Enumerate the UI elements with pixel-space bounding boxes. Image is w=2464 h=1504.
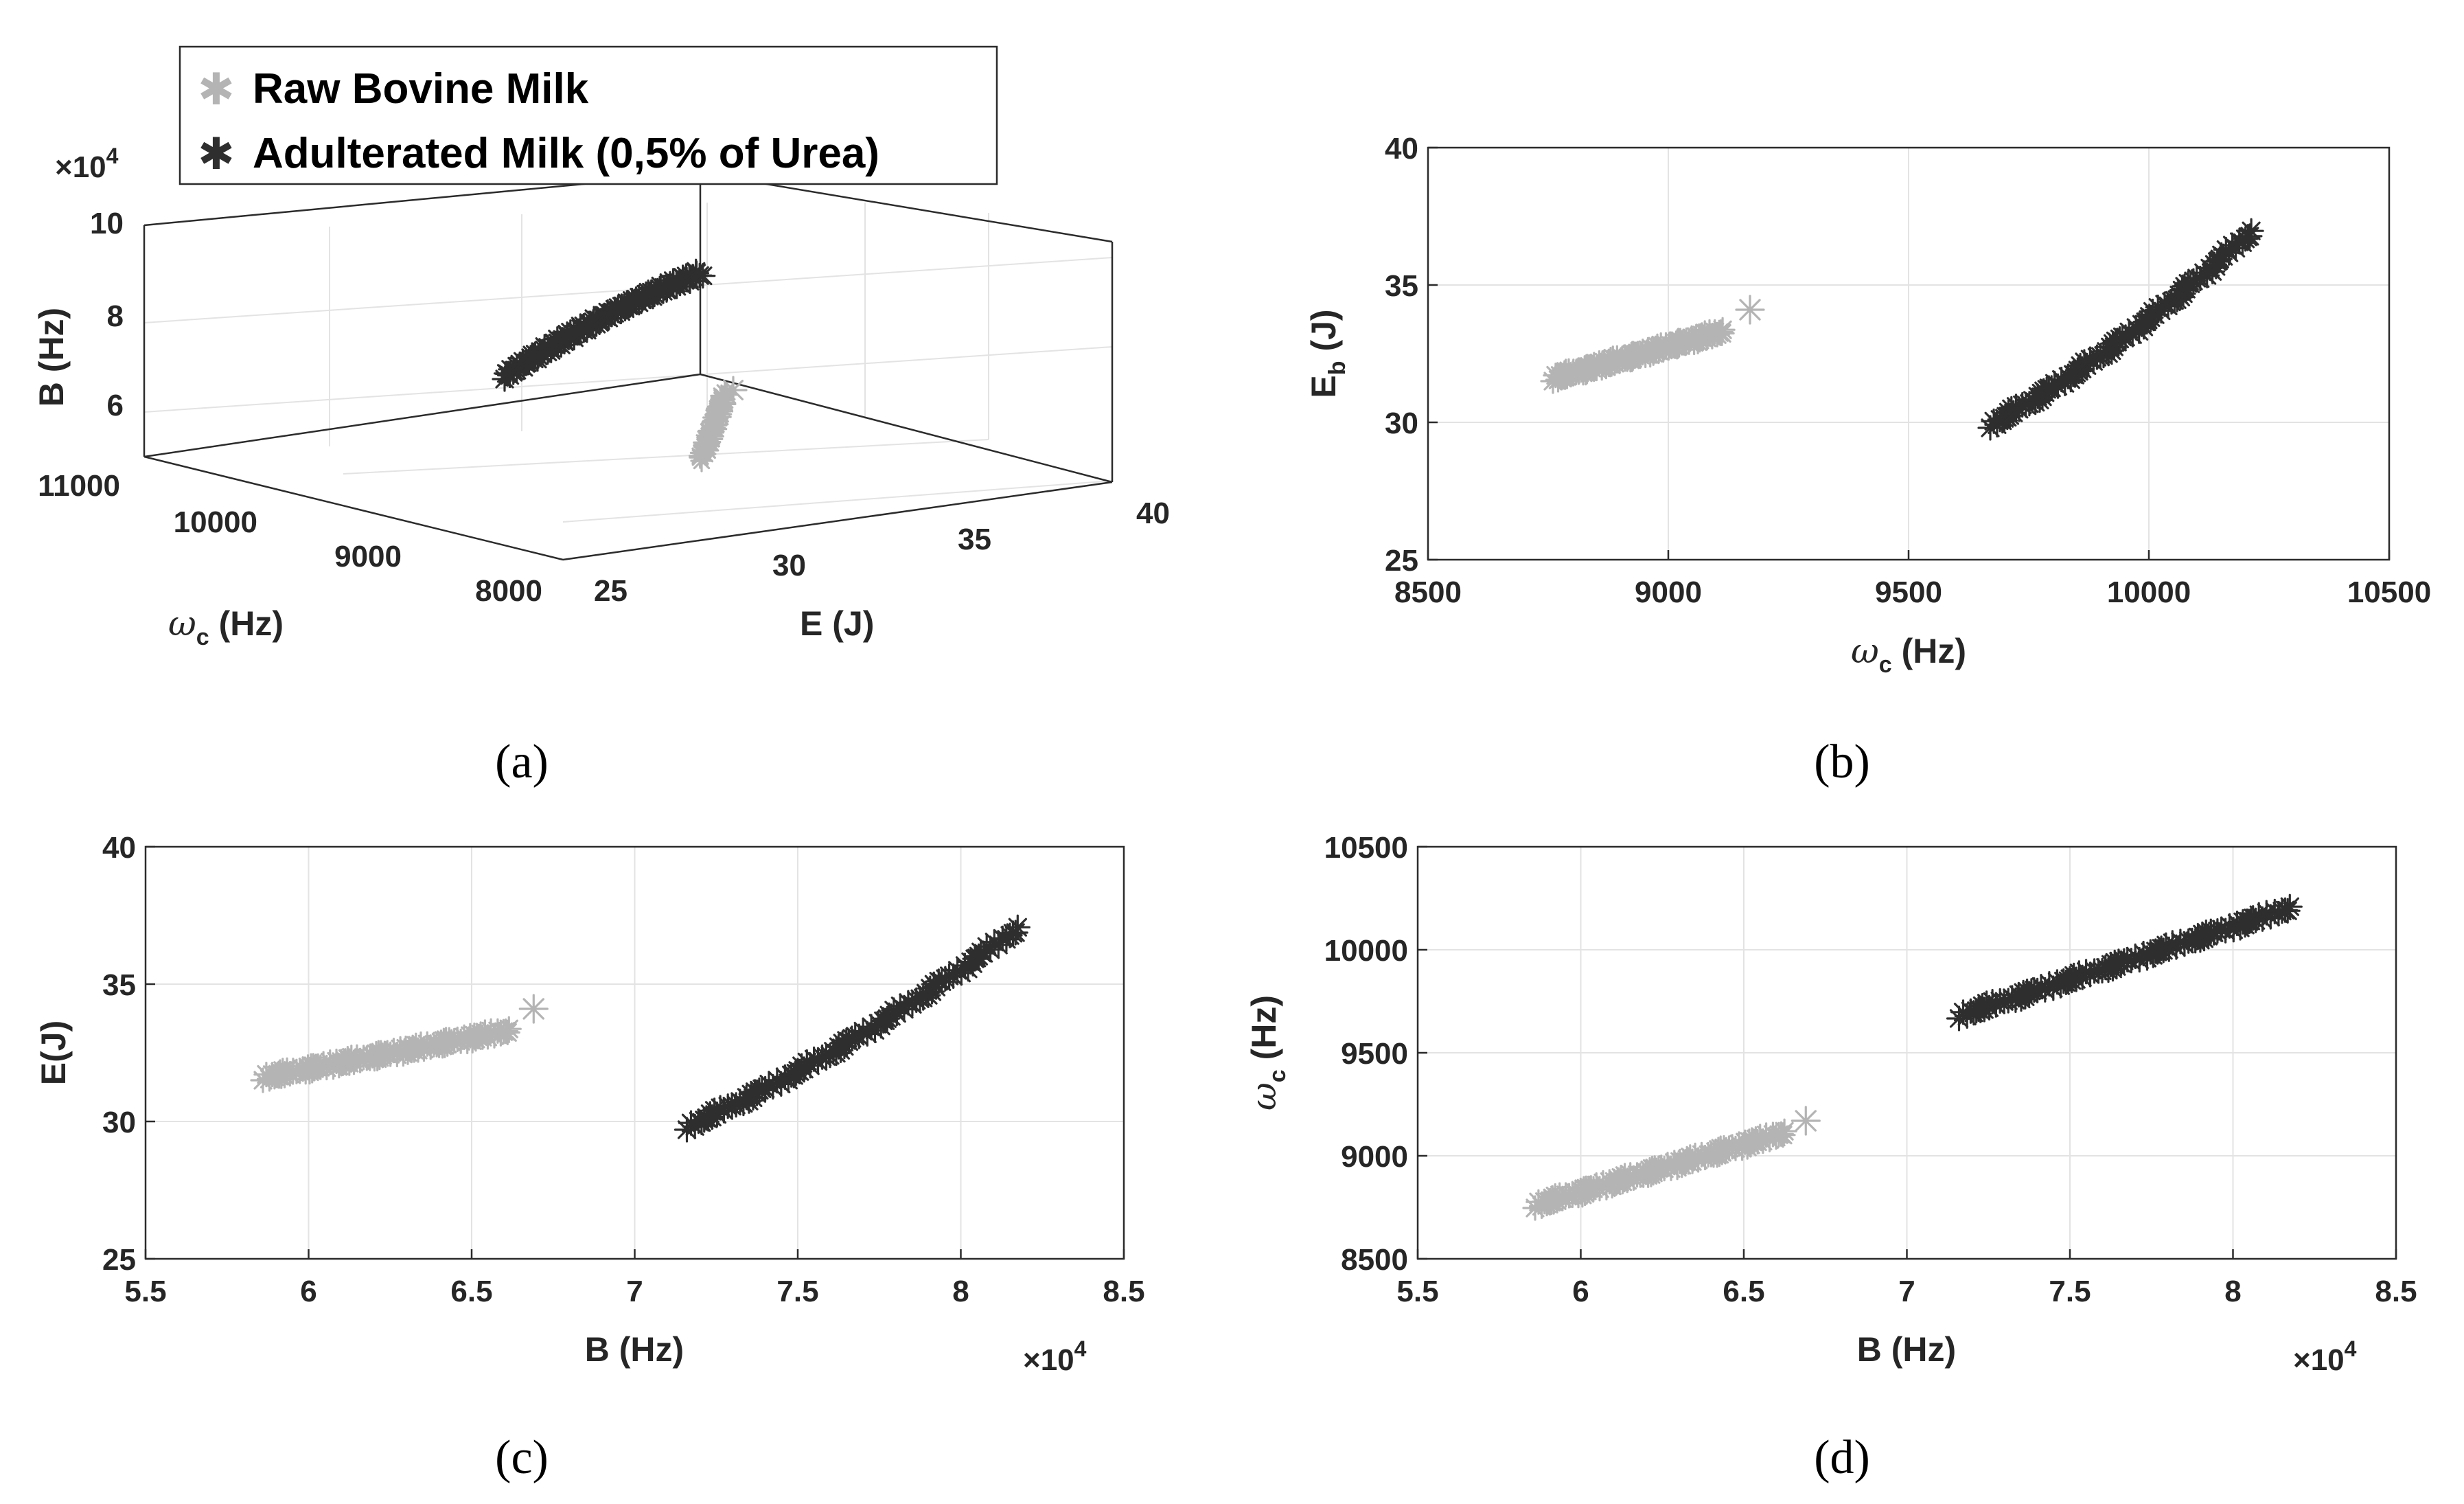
a-zticklabel: 6 bbox=[107, 389, 124, 422]
chart-d-ticks: 5.5 6 6.5 7 7.5 8 8.5 8500 9000 9500 10000 10500 bbox=[1324, 831, 2417, 1308]
a-yticklabel: 35 bbox=[958, 523, 991, 556]
a-xticklabel: 11000 bbox=[38, 469, 120, 503]
data-point-outlier-raw bbox=[1735, 295, 1765, 325]
data-point-outlier-raw bbox=[518, 994, 549, 1024]
legend-marker-raw: ✱ bbox=[198, 65, 235, 115]
chart-c: 5.5 6 6.5 7 7.5 8 8.5 25 30 35 40 E(J) B (Hz) ×104 bbox=[34, 831, 1145, 1377]
panel-label-a: (a) bbox=[495, 736, 549, 788]
panel-label-c: (c) bbox=[495, 1431, 549, 1484]
y-tick-label: 30 bbox=[1385, 407, 1418, 440]
legend-marker-adulterated: ✱ bbox=[198, 129, 235, 180]
a-z-multiplier: ×104 bbox=[55, 144, 119, 184]
chart-b-grid bbox=[1427, 147, 2390, 560]
legend: ✱ Raw Bovine Milk ✱ Adulterated Milk (0,… bbox=[179, 45, 998, 185]
c-x-multiplier: ×104 bbox=[1023, 1336, 1087, 1377]
y-tick-label: 9500 bbox=[1341, 1037, 1408, 1071]
b-xlabel: ωc (Hz) bbox=[1851, 631, 1966, 678]
a-xlabel: ωc (Hz) bbox=[168, 604, 284, 650]
x-tick-label: 10000 bbox=[2107, 576, 2191, 609]
x-tick-label: 7.5 bbox=[2049, 1275, 2091, 1308]
x-tick-label: 8.5 bbox=[1103, 1275, 1144, 1308]
x-tick-label: 6 bbox=[300, 1275, 316, 1308]
chart-b-points bbox=[1540, 218, 2264, 441]
a-xticklabel: 10000 bbox=[174, 505, 257, 539]
data-point-adulterated bbox=[683, 258, 709, 284]
legend-label-raw: Raw Bovine Milk bbox=[253, 65, 589, 113]
data-point-adulterated bbox=[1004, 914, 1030, 940]
x-tick-label: 8500 bbox=[1394, 576, 1462, 609]
panel-label-b: (b) bbox=[1814, 736, 1870, 788]
x-tick-label: 5.5 bbox=[124, 1275, 166, 1308]
y-tick-label: 10000 bbox=[1324, 934, 1408, 968]
a-zticklabel: 10 bbox=[90, 207, 124, 240]
y-tick-label: 9000 bbox=[1341, 1140, 1408, 1174]
a-yticklabel: 40 bbox=[1136, 497, 1170, 530]
x-tick-label: 10500 bbox=[2347, 576, 2431, 609]
x-tick-label: 5.5 bbox=[1396, 1275, 1438, 1308]
x-tick-label: 9500 bbox=[1875, 576, 1942, 609]
chart-b-ticks: 8500 9000 9500 10000 10500 25 30 35 40 bbox=[1385, 132, 2431, 609]
x-tick-label: 6.5 bbox=[450, 1275, 492, 1308]
a-zticklabel: 8 bbox=[107, 299, 124, 333]
data-point-raw bbox=[496, 1016, 522, 1042]
b-ylabel: Eb (J) bbox=[1304, 309, 1350, 398]
y-tick-label: 25 bbox=[1385, 544, 1418, 578]
data-point-adulterated bbox=[719, 1093, 745, 1119]
y-tick-label: 40 bbox=[102, 831, 136, 865]
data-point-adulterated bbox=[2277, 893, 2303, 920]
legend-label-adulterated: Adulterated Milk (0,5% of Urea) bbox=[253, 130, 879, 177]
chart-a: 10 8 6 11000 10000 9000 8000 25 30 35 40… bbox=[32, 144, 1170, 650]
a-xticklabel: 9000 bbox=[334, 540, 402, 573]
a-yticklabel: 25 bbox=[594, 574, 627, 608]
x-tick-label: 7.5 bbox=[776, 1275, 818, 1308]
a-ylabel: E (J) bbox=[800, 604, 874, 643]
data-point-adulterated bbox=[690, 263, 716, 289]
legend-box bbox=[179, 45, 998, 185]
a-zlabel: B (Hz) bbox=[32, 308, 71, 407]
data-point-adulterated bbox=[2238, 218, 2264, 244]
chart-a-points bbox=[492, 258, 748, 472]
y-tick-label: 35 bbox=[102, 968, 136, 1002]
data-point-raw bbox=[1770, 1122, 1796, 1148]
data-point-outlier-raw bbox=[719, 376, 748, 405]
data-point-raw bbox=[1709, 317, 1736, 343]
x-tick-label: 8 bbox=[952, 1275, 969, 1308]
x-tick-label: 8 bbox=[2224, 1275, 2241, 1308]
c-ylabel: E(J) bbox=[34, 1021, 73, 1085]
a-yticklabel: 30 bbox=[772, 549, 806, 582]
data-point-outlier-raw bbox=[1791, 1106, 1821, 1136]
x-tick-label: 7 bbox=[1898, 1275, 1915, 1308]
x-tick-label: 8.5 bbox=[2375, 1275, 2417, 1308]
chart-c-grid bbox=[145, 846, 1125, 1260]
a-xticklabel: 8000 bbox=[475, 574, 542, 608]
chart-b: 8500 9000 9500 10000 10500 25 30 35 40 Eb (J) ωc… bbox=[1304, 132, 2431, 678]
chart-d-points bbox=[1522, 893, 2303, 1221]
d-x-multiplier: ×104 bbox=[2293, 1336, 2357, 1377]
d-xlabel: B (Hz) bbox=[1857, 1330, 1956, 1369]
data-point-raw bbox=[494, 1019, 520, 1046]
y-tick-label: 25 bbox=[102, 1243, 136, 1277]
x-tick-label: 6.5 bbox=[1723, 1275, 1764, 1308]
y-tick-label: 8500 bbox=[1341, 1243, 1408, 1277]
x-tick-label: 7 bbox=[626, 1275, 643, 1308]
chart-c-ticks: 5.5 6 6.5 7 7.5 8 8.5 25 30 35 40 bbox=[102, 831, 1145, 1308]
y-tick-label: 30 bbox=[102, 1106, 136, 1139]
data-point-raw bbox=[1771, 1118, 1797, 1144]
x-tick-label: 9000 bbox=[1635, 576, 1702, 609]
chart-d: 5.5 6 6.5 7 7.5 8 8.5 8500 9000 9500 10000 10500 ωc… bbox=[1244, 831, 2417, 1377]
y-tick-label: 35 bbox=[1385, 269, 1418, 303]
y-tick-label: 40 bbox=[1385, 132, 1418, 166]
chart-a-box bbox=[143, 172, 1114, 561]
chart-c-points bbox=[250, 914, 1030, 1143]
data-point-adulterated bbox=[2275, 898, 2301, 924]
c-xlabel: B (Hz) bbox=[585, 1330, 684, 1369]
chart-a-ticks: 10 8 6 11000 10000 9000 8000 25 30 35 40 bbox=[38, 207, 1170, 608]
d-ylabel: ωc (Hz) bbox=[1244, 995, 1291, 1110]
x-tick-label: 6 bbox=[1572, 1275, 1589, 1308]
y-tick-label: 10500 bbox=[1324, 831, 1408, 865]
panel-label-d: (d) bbox=[1814, 1431, 1870, 1484]
